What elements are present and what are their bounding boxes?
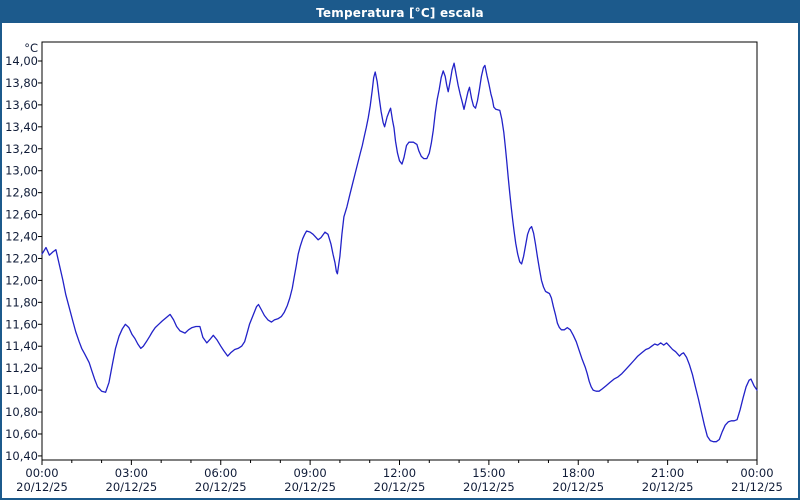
x-tick-date-label: 20/12/25 xyxy=(374,480,426,494)
x-tick-date-label: 20/12/25 xyxy=(16,480,68,494)
x-tick-time-label: 03:00 xyxy=(115,466,148,480)
y-tick-label: 10,40 xyxy=(5,449,38,463)
y-tick-label: 13,20 xyxy=(5,142,38,156)
y-tick-label: 13,40 xyxy=(5,120,38,134)
x-tick-date-label: 20/12/25 xyxy=(284,480,336,494)
temperature-series-line xyxy=(41,62,758,443)
axis-ticks xyxy=(38,60,758,465)
y-tick-label: 13,00 xyxy=(5,164,38,178)
plot-background xyxy=(41,41,758,461)
x-tick-time-label: 06:00 xyxy=(204,466,237,480)
x-tick-date-label: 20/12/25 xyxy=(552,480,604,494)
x-tick-date-label: 20/12/25 xyxy=(642,480,694,494)
x-tick-time-label: 09:00 xyxy=(294,466,327,480)
x-tick-time-label: 00:00 xyxy=(740,466,773,480)
y-tick-label: 11,00 xyxy=(5,383,38,397)
title-bar[interactable]: Temperatura [°C] escala xyxy=(2,2,798,23)
y-tick-label: 11,80 xyxy=(5,295,38,309)
x-tick-time-label: 21:00 xyxy=(651,466,684,480)
y-tick-label: 11,40 xyxy=(5,339,38,353)
y-tick-label: 14,00 xyxy=(5,54,38,68)
y-tick-label: 11,60 xyxy=(5,317,38,331)
y-tick-label: 13,60 xyxy=(5,98,38,112)
axis-labels: 14,00 13,80 13,60 13,40 13,20 13,00 12,80 12,60… xyxy=(5,41,783,494)
window-title: Temperatura [°C] escala xyxy=(316,5,484,20)
chart-series xyxy=(41,62,758,443)
x-tick-time-label: 15:00 xyxy=(472,466,505,480)
y-tick-label: 12,00 xyxy=(5,273,38,287)
y-tick-label: 12,40 xyxy=(5,230,38,244)
y-tick-label: 11,20 xyxy=(5,361,38,375)
chart-area: 14,00 13,80 13,60 13,40 13,20 13,00 12,80 12,60… xyxy=(2,23,798,498)
y-tick-label: 12,20 xyxy=(5,251,38,265)
y-tick-label: 13,80 xyxy=(5,76,38,90)
x-tick-date-label: 20/12/25 xyxy=(195,480,247,494)
y-tick-label: 12,60 xyxy=(5,208,38,222)
x-tick-date-label: 21/12/25 xyxy=(731,480,783,494)
plot-frame xyxy=(41,41,758,461)
y-axis-unit-label: °C xyxy=(24,41,38,55)
y-tick-label: 10,60 xyxy=(5,427,38,441)
x-tick-time-label: 12:00 xyxy=(383,466,416,480)
x-tick-date-label: 20/12/25 xyxy=(106,480,158,494)
x-tick-time-label: 00:00 xyxy=(25,466,58,480)
y-tick-label: 10,80 xyxy=(5,405,38,419)
y-tick-label: 12,80 xyxy=(5,186,38,200)
temperature-line-chart: 14,00 13,80 13,60 13,40 13,20 13,00 12,80 12,60… xyxy=(5,41,783,494)
x-tick-time-label: 18:00 xyxy=(562,466,595,480)
x-tick-date-label: 20/12/25 xyxy=(463,480,515,494)
